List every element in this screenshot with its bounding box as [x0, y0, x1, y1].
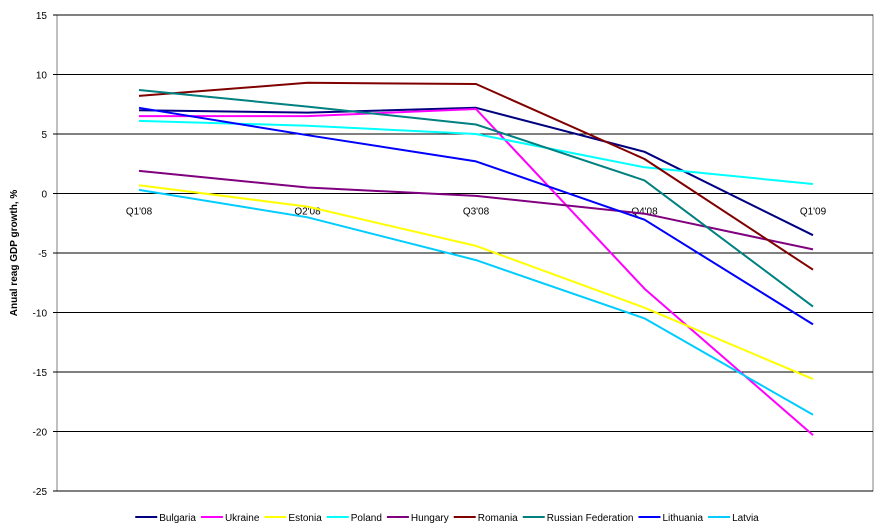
y-tick-label: -15 — [33, 368, 48, 379]
legend-item-ukraine: Ukraine — [200, 513, 260, 524]
legend-item-romania: Romania — [453, 513, 518, 524]
series-line-hungary — [138, 169, 814, 251]
y-tick-label: 15 — [36, 11, 48, 22]
y-axis-ticks: 15 10 5 0 -5 -10 -15 -20 -25 — [33, 11, 57, 498]
legend-item-bulgaria: Bulgaria — [135, 513, 196, 524]
legend-label: Lithuania — [662, 513, 703, 524]
series-line-poland — [138, 119, 814, 185]
legend-label: Poland — [351, 513, 382, 524]
series-line-lithuania — [138, 106, 814, 326]
legend-item-poland: Poland — [326, 513, 382, 524]
y-tick-label: -25 — [33, 487, 48, 498]
series-line-romania — [138, 81, 814, 271]
series-line-russian-federation — [138, 89, 814, 308]
legend-label: Latvia — [732, 513, 759, 524]
legend-label: Romania — [478, 513, 518, 524]
series-lines — [138, 81, 814, 436]
legend-item-hungary: Hungary — [386, 513, 449, 524]
y-tick-label: 0 — [41, 190, 47, 201]
series-line-bulgaria — [138, 106, 814, 237]
x-tick-label: Q3'08 — [463, 207, 490, 218]
series-line-ukraine — [139, 108, 814, 436]
legend-label: Ukraine — [225, 513, 260, 524]
y-tick-label: 10 — [36, 71, 48, 82]
x-tick-label: Q1'09 — [800, 207, 827, 218]
legend-item-estonia: Estonia — [264, 513, 322, 524]
y-tick-label: -10 — [33, 309, 48, 320]
legend-label: Russian Federation — [547, 513, 634, 524]
x-tick-label: Q1'08 — [126, 207, 153, 218]
y-tick-label: -5 — [38, 249, 47, 260]
y-axis-title: Anual reag GDP growth, % — [9, 190, 20, 317]
legend-item-russian-federation: Russian Federation — [522, 513, 634, 524]
legend-label: Hungary — [411, 513, 449, 524]
legend: Bulgaria Ukraine Estonia Poland Hungary Roman… — [135, 513, 759, 524]
series-line-estonia — [138, 184, 814, 381]
legend-label: Bulgaria — [159, 513, 196, 524]
x-axis-ticks: Q1'08 Q2'08 Q3'08 Q4'08 Q1'09 — [126, 207, 827, 218]
series-line-latvia — [138, 188, 814, 416]
y-tick-label: -20 — [33, 428, 48, 439]
x-tick-label: Q4'08 — [631, 207, 658, 218]
legend-label: Estonia — [288, 513, 322, 524]
legend-item-latvia: Latvia — [708, 513, 759, 524]
x-tick-label: Q2'08 — [294, 207, 321, 218]
legend-item-lithuania: Lithuania — [638, 513, 704, 524]
y-tick-label: 5 — [41, 130, 47, 141]
